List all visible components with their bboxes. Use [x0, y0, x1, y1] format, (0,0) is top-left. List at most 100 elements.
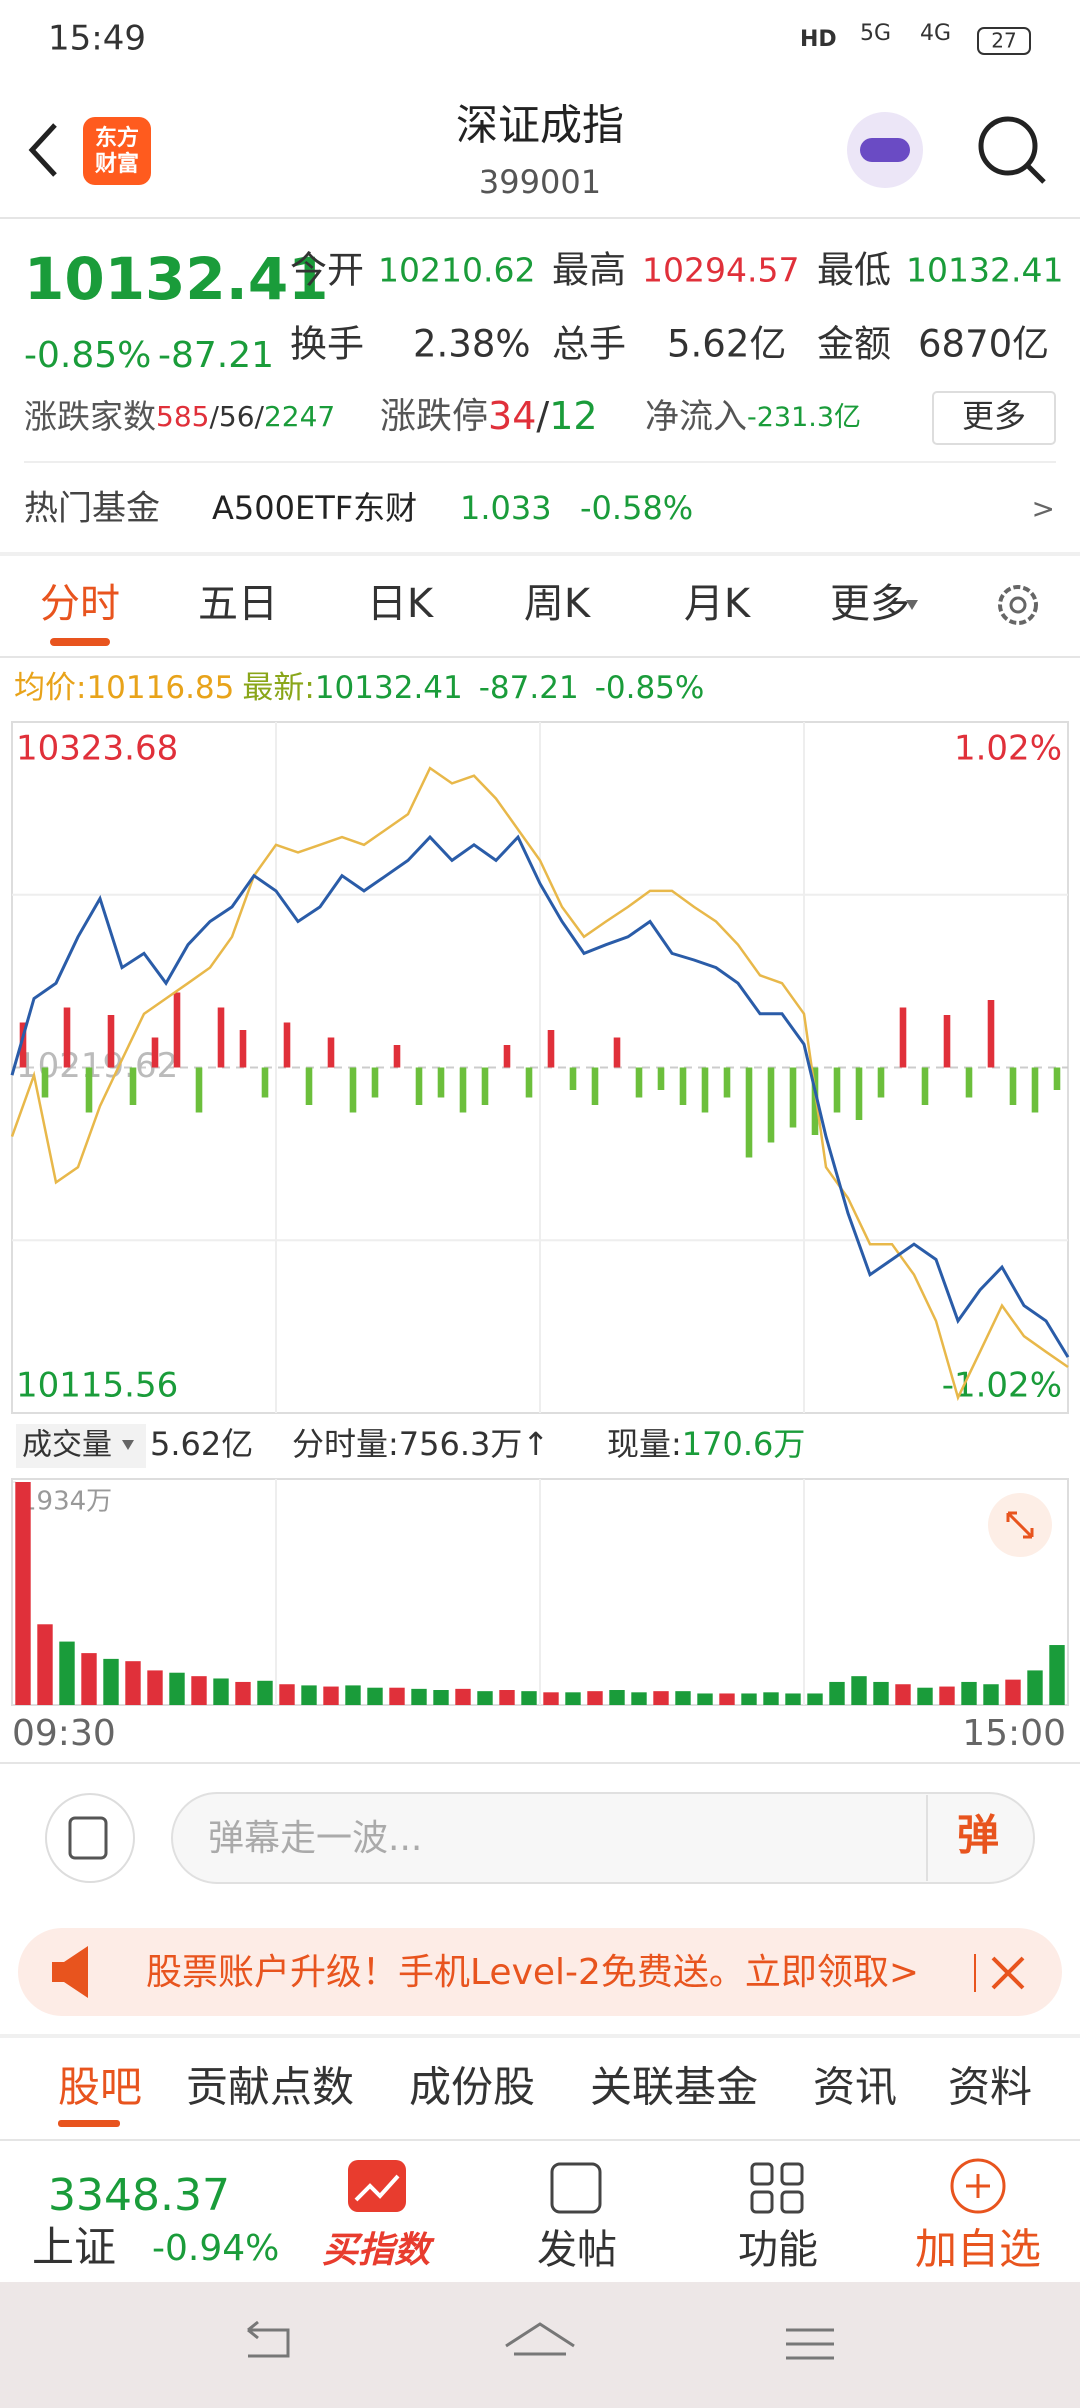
flow-bar [921, 1067, 929, 1105]
volume-bar [367, 1687, 383, 1705]
add-text[interactable]: 加自选 [915, 2225, 1041, 2274]
tab[interactable]: 月K [684, 581, 752, 627]
net: 4G [920, 21, 951, 46]
vol-label[interactable]: 成交量 [22, 1428, 112, 1463]
add-icon[interactable] [950, 2158, 1006, 2214]
tab[interactable]: 日K [367, 581, 435, 627]
volume-bar [587, 1691, 603, 1705]
band [0, 2034, 1080, 2038]
volume-bar [477, 1691, 493, 1705]
index-name[interactable]: 上证 [32, 2223, 116, 2272]
nav-back[interactable] [247, 2320, 290, 2358]
flow-bar [877, 1067, 885, 1098]
tab[interactable]: 周K [524, 581, 592, 627]
banner[interactable] [18, 1928, 1062, 2016]
buy-text[interactable]: 买指数 [322, 2230, 435, 2271]
change: -87.21 [158, 335, 274, 376]
flow-bar [1009, 1067, 1017, 1105]
more-button[interactable] [932, 391, 1056, 445]
flow-bar [723, 1067, 731, 1098]
back[interactable] [28, 123, 57, 177]
sub-tab[interactable]: 成份股 [409, 2063, 535, 2112]
vol-select[interactable] [16, 1424, 146, 1468]
price-line [10, 766, 1069, 1402]
search[interactable] [978, 116, 1038, 176]
robot-face [860, 138, 910, 162]
flow-bar [85, 1067, 93, 1113]
buy-icon[interactable] [348, 2160, 406, 2212]
volume-bar [411, 1688, 427, 1705]
volume-chart: 1934万 09:30 15:00 [12, 1479, 1066, 1754]
volume-bar [147, 1670, 163, 1705]
flow-bar [525, 1067, 533, 1098]
func-icon[interactable] [750, 2162, 804, 2214]
net-flow: 净流入-231.3亿 [645, 397, 861, 437]
title: 深证成指 [456, 101, 624, 150]
volume-bar [653, 1691, 669, 1705]
comment-icon[interactable] [45, 1793, 135, 1883]
flow-bar [349, 1067, 357, 1113]
y-tick-label: 10115.56 [16, 1366, 178, 1406]
sub-tab[interactable]: 资讯 [813, 2063, 897, 2112]
sub-tab[interactable]: 关联基金 [590, 2063, 758, 2112]
battery-level: 27 [991, 29, 1016, 53]
volume-bar [675, 1691, 691, 1705]
tab[interactable]: 更多 [830, 581, 910, 627]
post-text[interactable]: 发帖 [537, 2227, 617, 2273]
settings[interactable] [998, 585, 1038, 625]
flow-bar [305, 1067, 313, 1105]
fund-name[interactable]: A500ETF东财 [212, 489, 417, 527]
tab-underline [50, 638, 110, 646]
volume-bar [323, 1686, 339, 1705]
nav-home[interactable] [505, 2322, 575, 2356]
close[interactable] [991, 1956, 1025, 1990]
flow-bar [899, 1007, 907, 1068]
chart-legend: 均价:10116.85 最新:10132.41 -87.21 -0.85% [14, 670, 704, 706]
flow-bar [679, 1067, 687, 1105]
volume-bar [213, 1678, 229, 1705]
nav-menu[interactable] [786, 2328, 834, 2360]
index-pct[interactable]: -0.94% [152, 2228, 279, 2269]
volume-bar [829, 1681, 845, 1705]
volume-bar [565, 1692, 581, 1705]
danmu-button[interactable]: 弹 [957, 1811, 999, 1860]
volume-bar [609, 1690, 625, 1705]
flow-bar [393, 1045, 401, 1068]
settings-core [1009, 596, 1027, 614]
tab[interactable]: 分时 [40, 581, 120, 627]
tabs: 分时 五日 日K 周K 月K 更多 [40, 581, 918, 646]
change-pct: -0.85% [24, 335, 151, 376]
flow-bar [41, 1067, 49, 1098]
banner-text[interactable]: 股票账户升级！手机Level-2免费送。立即领取> [146, 1952, 919, 1993]
flow-bar [745, 1067, 753, 1158]
sub-tab[interactable]: 资料 [948, 2063, 1032, 2112]
volume-bar [345, 1685, 361, 1705]
volume-bar [1005, 1679, 1021, 1705]
flow-bar [217, 1007, 225, 1068]
more-text[interactable]: 更多 [962, 397, 1026, 435]
flow-bar [547, 1030, 555, 1068]
vol-minute: 分时量:756.3万↑ [292, 1425, 549, 1463]
megaphone [52, 1946, 88, 1998]
stat-value: 10294.57 [642, 251, 799, 290]
vol-total: 5.62亿 [150, 1425, 253, 1463]
func-text[interactable]: 功能 [738, 2227, 818, 2273]
stat-value: 5.62亿 [667, 323, 786, 366]
fund-arrow[interactable]: > [1032, 492, 1055, 525]
sub-tab[interactable]: 股吧 [58, 2063, 142, 2112]
flow-bar [415, 1067, 423, 1105]
post-icon[interactable] [550, 2162, 602, 2214]
comment-input[interactable] [171, 1792, 1035, 1884]
x-tick-label: 15:00 [962, 1713, 1066, 1754]
index-price[interactable]: 3348.37 [48, 2170, 230, 2221]
volume-bar [873, 1681, 889, 1705]
volume-bar [37, 1624, 53, 1705]
logo [83, 117, 151, 185]
sub-tab[interactable]: 贡献点数 [186, 2063, 354, 2112]
tab[interactable]: 五日 [198, 581, 278, 627]
flow-bar [19, 1022, 27, 1068]
volume-bar [521, 1691, 537, 1705]
volume-bar [59, 1641, 75, 1705]
